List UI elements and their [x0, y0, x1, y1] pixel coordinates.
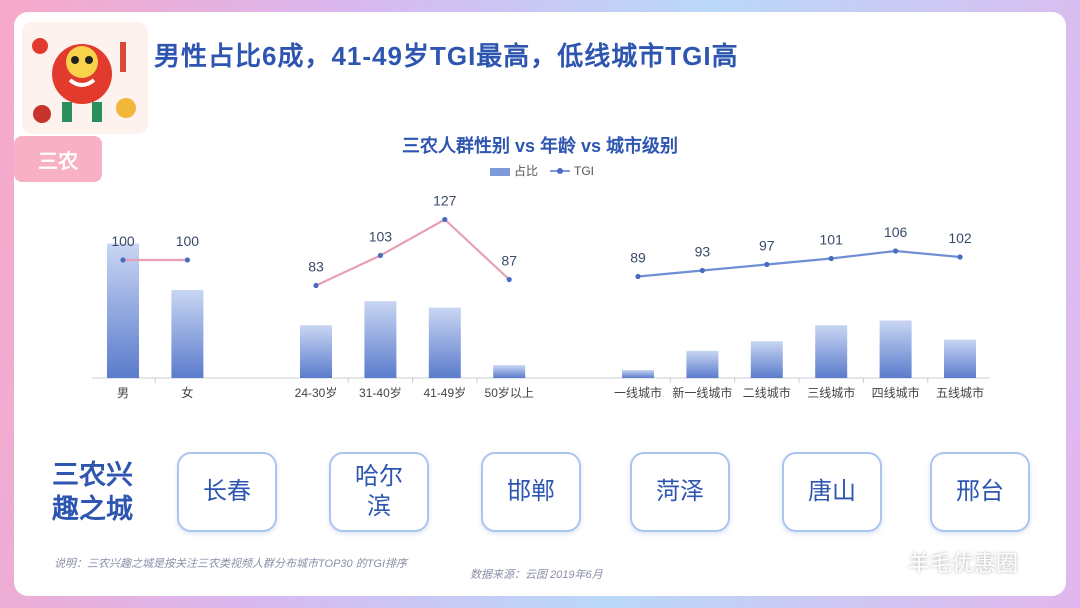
tgi-point — [506, 276, 512, 283]
x-tick-label: 一线城市 — [614, 385, 662, 400]
bar — [944, 339, 976, 378]
tgi-data-label: 100 — [111, 233, 135, 249]
tgi-point — [635, 273, 641, 280]
tgi-data-label: 127 — [433, 193, 457, 209]
data-source: 数据来源：云图 2019年6月 — [470, 569, 603, 581]
x-tick-label: 41-49岁 — [423, 385, 466, 400]
brand-name: 羊毛优惠圈 — [908, 551, 1019, 576]
city-button[interactable]: 菏泽 — [630, 452, 730, 532]
tgi-data-label: 87 — [501, 253, 517, 269]
wechat-icon — [867, 549, 900, 574]
legend-item-tgi: TGI — [550, 164, 594, 178]
tgi-point — [893, 248, 899, 254]
tgi-point — [957, 254, 963, 260]
city-button[interactable]: 邢台 — [930, 452, 1030, 532]
lion-dance-icon — [22, 22, 148, 134]
bar — [171, 290, 204, 378]
bar — [364, 301, 397, 378]
tgi-point — [377, 252, 383, 259]
x-tick-label: 三线城市 — [807, 385, 855, 400]
tgi-point — [828, 255, 834, 262]
city-button[interactable]: 唐山 — [782, 452, 882, 532]
bar — [750, 341, 783, 378]
bar — [686, 350, 719, 378]
x-tick-label: 50岁以上 — [485, 385, 534, 400]
tgi-line — [637, 249, 961, 278]
tgi-data-label: 106 — [884, 224, 908, 240]
tgi-data-label: 83 — [308, 259, 324, 275]
tgi-point — [764, 261, 770, 268]
tgi-data-label: 97 — [759, 238, 775, 254]
tgi-data-label: 93 — [695, 244, 711, 260]
cities-label: 三农兴趣之城 — [52, 460, 133, 524]
tgi-data-label: 100 — [176, 233, 200, 249]
footnote: 说明：三农兴趣之城是按关注三农类视频人群分布城市TOP30 的TGI排序 — [54, 558, 408, 570]
city-button[interactable]: 长春 — [177, 452, 277, 532]
bar — [428, 307, 461, 378]
x-tick-label: 男 — [117, 386, 129, 400]
tgi-point — [120, 257, 126, 263]
tgi-data-label: 101 — [820, 232, 844, 248]
category-tag: 三农 — [14, 136, 102, 182]
tgi-point — [184, 257, 190, 263]
x-tick-label: 31-40岁 — [359, 385, 402, 400]
city-button[interactable]: 哈尔滨 — [329, 452, 429, 532]
tgi-data-label: 103 — [369, 229, 393, 245]
page-headline: 男性占比6成，41-49岁TGI最高，低线城市TGI高 — [154, 41, 739, 71]
brand-watermark: 羊毛优惠圈 — [866, 546, 1018, 578]
x-tick-label: 四线城市 — [872, 385, 920, 400]
x-tick-label: 五线城市 — [936, 385, 984, 400]
tgi-line — [315, 218, 510, 287]
x-tick-label: 二线城市 — [743, 385, 791, 400]
legend-item-share: 占比 — [490, 162, 538, 179]
tgi-point — [442, 216, 448, 223]
chart-legend: 占比 TGI — [490, 162, 594, 179]
bar — [493, 365, 526, 378]
bar — [300, 325, 332, 378]
city-button[interactable]: 邯郸 — [481, 452, 581, 532]
tgi-point — [313, 282, 319, 289]
tgi-data-label: 89 — [630, 250, 646, 266]
x-tick-label: 新一线城市 — [672, 385, 732, 400]
tgi-point — [699, 267, 706, 274]
bar — [622, 370, 654, 378]
bar — [879, 320, 912, 378]
x-tick-label: 24-30岁 — [295, 385, 338, 400]
tgi-data-label: 102 — [948, 230, 972, 246]
x-tick-label: 女 — [181, 385, 193, 400]
bar — [815, 325, 848, 378]
chart-title: 三农人群性别 vs 年龄 vs 城市级别 — [401, 136, 679, 156]
bar — [107, 243, 139, 378]
